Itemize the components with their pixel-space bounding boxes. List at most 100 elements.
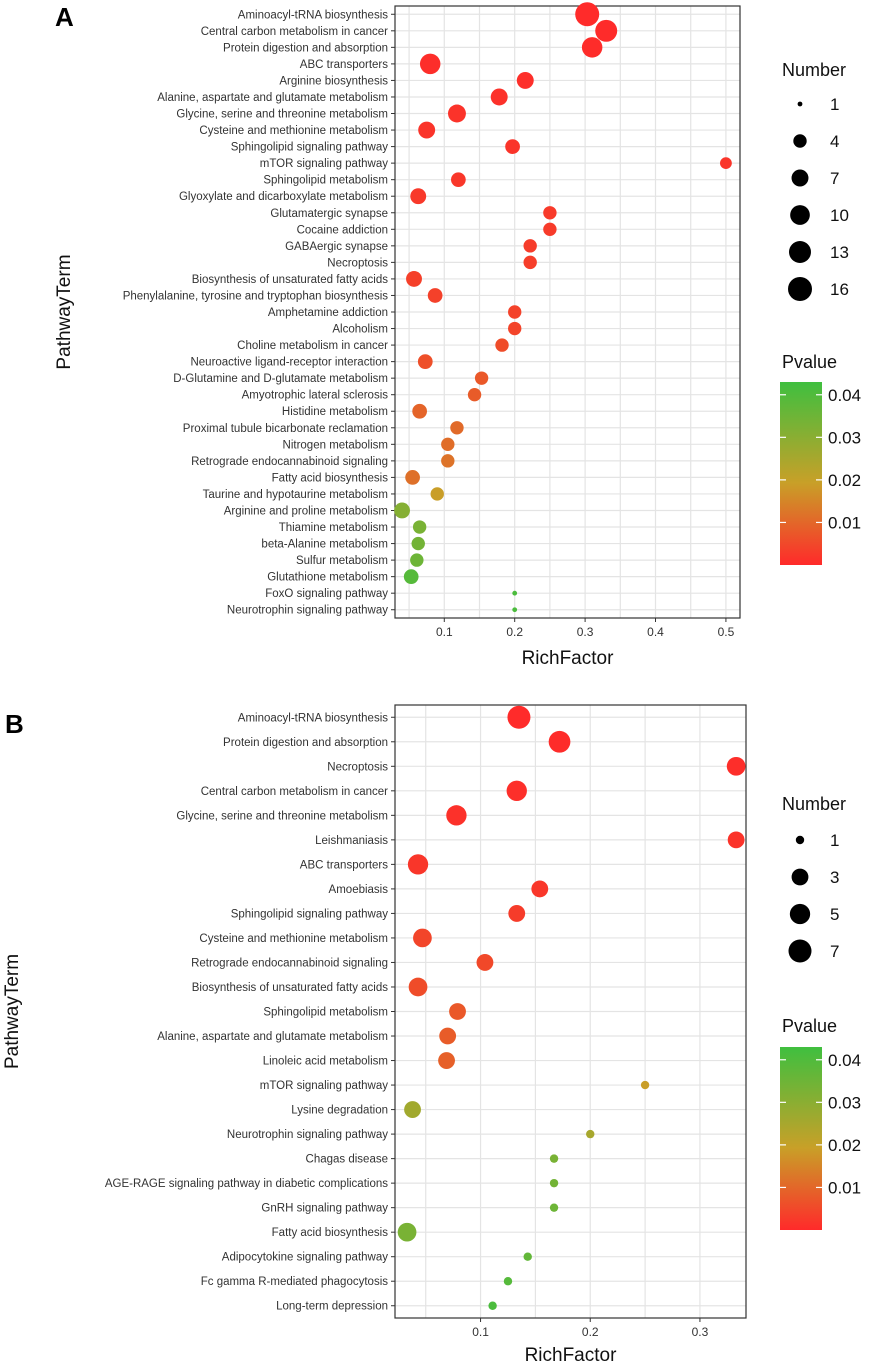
data-point xyxy=(474,371,489,385)
data-point xyxy=(412,520,427,534)
data-point xyxy=(548,730,571,753)
size-legend-label: 7 xyxy=(830,169,839,188)
data-point xyxy=(419,53,441,75)
data-point xyxy=(531,880,549,898)
pathway-term-label: Glutamatergic synapse xyxy=(270,208,388,220)
pathway-term-label: Alcoholism xyxy=(332,324,388,336)
size-legend-label: 10 xyxy=(830,206,849,225)
pathway-term-label: Linoleic acid metabolism xyxy=(263,1056,388,1068)
data-point xyxy=(411,536,425,551)
pathway-term-label: Proximal tubule bicarbonate reclamation xyxy=(183,423,388,435)
data-point xyxy=(581,37,603,58)
x-tick-label: 0.3 xyxy=(692,1325,709,1339)
size-legend-key xyxy=(789,241,811,263)
size-legend: Number 1 4 7 10 13 16 xyxy=(782,60,849,301)
color-legend-label: 0.03 xyxy=(828,1093,861,1112)
data-point xyxy=(523,1252,532,1261)
data-point xyxy=(512,607,518,613)
data-point xyxy=(467,388,482,402)
pathway-term-label: Alanine, aspartate and glutamate metabol… xyxy=(157,92,388,104)
data-point xyxy=(405,470,420,485)
color-legend-label: 0.04 xyxy=(828,386,861,405)
color-legend-title: Pvalue xyxy=(782,352,837,372)
pathway-term-label: Sphingolipid metabolism xyxy=(263,1007,388,1019)
data-point xyxy=(404,1101,421,1118)
data-point xyxy=(505,139,520,154)
size-legend-key xyxy=(788,277,812,301)
pathway-term-label: Amyotrophic lateral sclerosis xyxy=(242,390,389,402)
x-axis-title: RichFactor xyxy=(525,1345,618,1366)
data-point xyxy=(451,172,466,188)
pathway-term-label: Necroptosis xyxy=(327,761,388,773)
data-point xyxy=(407,854,429,875)
data-point xyxy=(408,977,428,997)
size-legend-label: 7 xyxy=(830,942,839,961)
size-legend-label: 1 xyxy=(830,831,839,850)
data-point xyxy=(476,954,494,971)
data-point xyxy=(508,305,522,319)
panel-letter-a: A xyxy=(55,2,74,32)
pathway-term-label: mTOR signaling pathway xyxy=(260,158,389,170)
data-point xyxy=(448,104,466,123)
pathway-term-label: Aminoacyl-tRNA biosynthesis xyxy=(238,712,388,724)
data-point xyxy=(394,502,410,519)
pathway-term-label: Retrograde endocannabinoid signaling xyxy=(191,456,388,468)
color-legend-label: 0.02 xyxy=(828,1136,861,1155)
pathway-term-label: Amoebiasis xyxy=(329,884,389,896)
panel-letter-b: B xyxy=(5,709,24,739)
color-legend: Pvalue 0.01 0.02 0.03 0.04 xyxy=(780,1016,861,1230)
pathway-term-label: Fc gamma R-mediated phagocytosis xyxy=(201,1276,389,1288)
size-legend-label: 5 xyxy=(830,905,839,924)
data-point xyxy=(441,437,455,452)
pathway-term-label: Central carbon metabolism in cancer xyxy=(201,26,388,38)
data-point xyxy=(427,288,443,303)
data-point xyxy=(595,19,618,42)
pathway-term-label: Arginine biosynthesis xyxy=(279,75,388,87)
size-legend-title: Number xyxy=(782,794,846,814)
size-legend-label: 13 xyxy=(830,243,849,262)
size-legend-label: 4 xyxy=(830,132,839,151)
data-point xyxy=(543,206,557,220)
data-point xyxy=(720,157,732,170)
data-point xyxy=(410,188,427,205)
pathway-term-label: Leishmaniasis xyxy=(315,835,388,847)
pathway-term-label: Sphingolipid metabolism xyxy=(263,175,388,187)
pathway-term-label: AGE-RAGE signaling pathway in diabetic c… xyxy=(105,1178,388,1190)
data-point xyxy=(410,553,424,567)
color-legend-label: 0.04 xyxy=(828,1051,861,1070)
pathway-term-label: Glutathione metabolism xyxy=(267,572,388,584)
pathway-term-label: D-Glutamine and D-glutamate metabolism xyxy=(173,373,388,385)
pathway-term-label: Cysteine and methionine metabolism xyxy=(199,933,388,945)
data-point xyxy=(508,905,526,922)
chart-panel-a: 0.1 0.2 0.3 0.4 0.5 Aminoacyl-tRNA biosynthes… xyxy=(54,2,861,669)
data-point xyxy=(506,780,527,801)
pathway-term-label: ABC transporters xyxy=(300,859,388,871)
data-point xyxy=(549,1203,559,1212)
pathway-term-label: Neuroactive ligand-receptor interaction xyxy=(190,357,388,369)
pathway-term-label: Fatty acid biosynthesis xyxy=(272,472,389,484)
pathway-term-label: Biosynthesis of unsaturated fatty acids xyxy=(192,982,388,994)
size-legend: Number 1 3 5 7 xyxy=(782,794,846,963)
data-point xyxy=(430,487,444,501)
data-point xyxy=(523,255,537,270)
pathway-term-label: Glycine, serine and threonine metabolism xyxy=(176,810,388,822)
y-axis-title: PathwayTerm xyxy=(2,954,23,1069)
pathway-term-label: Neurotrophin signaling pathway xyxy=(227,1129,388,1141)
color-legend: Pvalue 0.01 0.02 0.03 0.04 xyxy=(780,352,861,565)
color-legend-label: 0.01 xyxy=(828,1178,861,1197)
pathway-term-label: Sphingolipid signaling pathway xyxy=(231,142,389,154)
size-legend-key xyxy=(795,835,805,845)
pathway-term-label: Protein digestion and absorption xyxy=(223,42,388,54)
pathway-term-label: Necroptosis xyxy=(327,257,388,269)
data-point xyxy=(727,831,745,849)
pathway-term-label: mTOR signaling pathway xyxy=(260,1080,389,1092)
pathway-term-label: Thiamine metabolism xyxy=(279,522,388,534)
x-tick-label: 0.4 xyxy=(647,625,664,639)
pathway-term-label: Amphetamine addiction xyxy=(268,307,388,319)
data-point xyxy=(450,421,464,435)
pathway-term-label: Protein digestion and absorption xyxy=(223,737,388,749)
size-legend-key xyxy=(791,868,809,886)
data-point xyxy=(575,2,600,27)
color-legend-label: 0.03 xyxy=(828,428,861,447)
data-point xyxy=(495,338,509,352)
